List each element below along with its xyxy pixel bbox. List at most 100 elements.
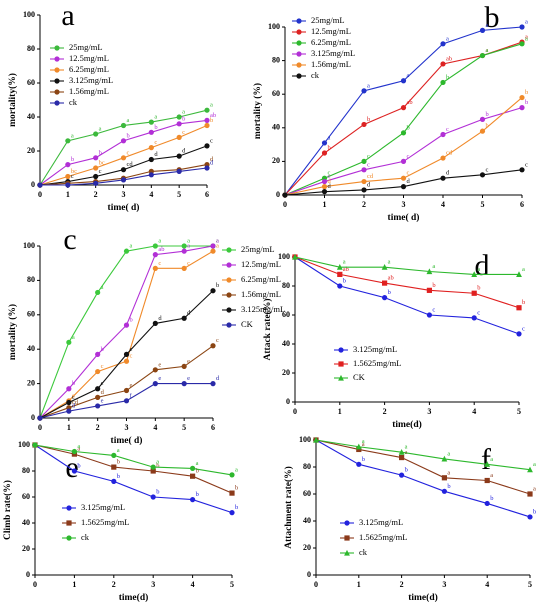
data-point xyxy=(440,61,446,67)
legend-marker xyxy=(344,549,350,556)
x-tick-label: 2 xyxy=(383,407,387,416)
data-point xyxy=(361,187,367,193)
data-point xyxy=(519,24,525,30)
significance-label: d xyxy=(187,310,191,317)
data-point xyxy=(479,27,486,33)
data-point xyxy=(204,165,210,171)
data-point xyxy=(148,145,154,151)
x-tick-label: 5 xyxy=(177,190,181,199)
y-axis-title: mortality (%) xyxy=(7,304,18,360)
significance-label: c xyxy=(486,166,489,173)
data-point xyxy=(336,264,343,270)
series-line xyxy=(315,439,531,495)
data-point xyxy=(400,175,407,181)
significance-label: a xyxy=(486,47,489,54)
y-tick-label: 0 xyxy=(307,570,311,579)
significance-label: c xyxy=(216,337,219,344)
data-point xyxy=(71,451,77,457)
data-point xyxy=(93,131,99,137)
y-tick-label: 40 xyxy=(27,112,35,121)
significance-label: b xyxy=(432,282,435,289)
x-tick-label: 6 xyxy=(520,200,524,209)
data-point xyxy=(93,173,99,180)
x-tick-label: 2 xyxy=(362,200,366,209)
data-point xyxy=(190,473,196,479)
significance-label: c xyxy=(71,173,74,180)
x-tick-label: 5 xyxy=(517,407,521,416)
data-point xyxy=(123,351,130,357)
y-axis-title: mortality (%) xyxy=(252,83,263,139)
data-point xyxy=(527,514,533,520)
significance-label: a xyxy=(117,447,120,454)
significance-label: cd xyxy=(446,150,453,157)
data-point xyxy=(229,490,235,496)
data-point xyxy=(400,105,407,111)
significance-label: e xyxy=(187,375,190,382)
data-point xyxy=(176,168,182,174)
significance-label: b xyxy=(130,317,133,324)
legend-marker xyxy=(54,45,60,51)
data-point xyxy=(527,466,533,473)
significance-label: a xyxy=(158,237,161,244)
significance-label: c xyxy=(72,394,75,401)
data-point xyxy=(479,128,486,134)
data-point xyxy=(65,138,71,144)
data-point xyxy=(210,381,216,387)
x-axis-title: time( d) xyxy=(108,202,140,213)
significance-label: a xyxy=(432,263,435,270)
y-axis-title: Attack rate(%) xyxy=(262,299,273,361)
x-tick-label: 2 xyxy=(96,423,100,432)
significance-label: c xyxy=(432,306,435,313)
data-point xyxy=(400,78,407,84)
x-axis-title: time( d) xyxy=(111,435,143,446)
data-point xyxy=(95,351,101,357)
data-point xyxy=(111,452,117,458)
significance-label: c xyxy=(158,260,161,267)
significance-label: d xyxy=(446,170,450,177)
data-point xyxy=(229,472,235,478)
data-point xyxy=(471,315,477,321)
data-point xyxy=(123,248,130,254)
significance-label: c xyxy=(210,137,213,144)
legend-label: 1.56mg/mL xyxy=(241,289,281,299)
data-point xyxy=(519,41,525,47)
data-point xyxy=(111,478,117,484)
legend-marker xyxy=(296,18,302,24)
significance-label: b xyxy=(210,117,213,124)
significance-label: b xyxy=(407,124,410,131)
data-point xyxy=(190,497,196,503)
legend-marker xyxy=(296,29,302,35)
significance-label: ab xyxy=(158,246,164,253)
data-point xyxy=(484,477,490,484)
data-point xyxy=(441,475,447,481)
significance-label: a xyxy=(362,441,365,448)
y-tick-label: 20 xyxy=(27,146,35,155)
significance-label: a xyxy=(490,472,493,479)
panel-letter: c xyxy=(63,223,76,256)
significance-label: b xyxy=(533,508,536,515)
significance-label: b xyxy=(490,495,493,502)
significance-label: b xyxy=(77,462,80,469)
significance-label: b xyxy=(522,299,525,306)
data-point xyxy=(181,248,187,254)
significance-label: a xyxy=(72,334,75,341)
panel-letter: d xyxy=(475,249,490,282)
significance-label: a xyxy=(196,460,199,467)
x-tick-label: 0 xyxy=(33,580,37,589)
data-point xyxy=(321,189,328,195)
significance-label: a xyxy=(216,237,219,244)
legend-marker xyxy=(226,262,232,268)
y-tick-label: 20 xyxy=(272,156,280,165)
x-tick-label: 4 xyxy=(153,423,157,432)
data-point xyxy=(181,363,187,369)
significance-label: a xyxy=(446,35,449,42)
significance-label: d xyxy=(367,181,371,188)
data-point xyxy=(479,172,486,178)
x-tick-label: 0 xyxy=(293,407,297,416)
data-point xyxy=(399,454,405,461)
x-axis-title: time(d) xyxy=(408,592,438,603)
significance-label: b xyxy=(216,282,219,289)
data-point xyxy=(181,265,187,271)
significance-label: d xyxy=(216,375,220,382)
data-point xyxy=(441,455,448,462)
